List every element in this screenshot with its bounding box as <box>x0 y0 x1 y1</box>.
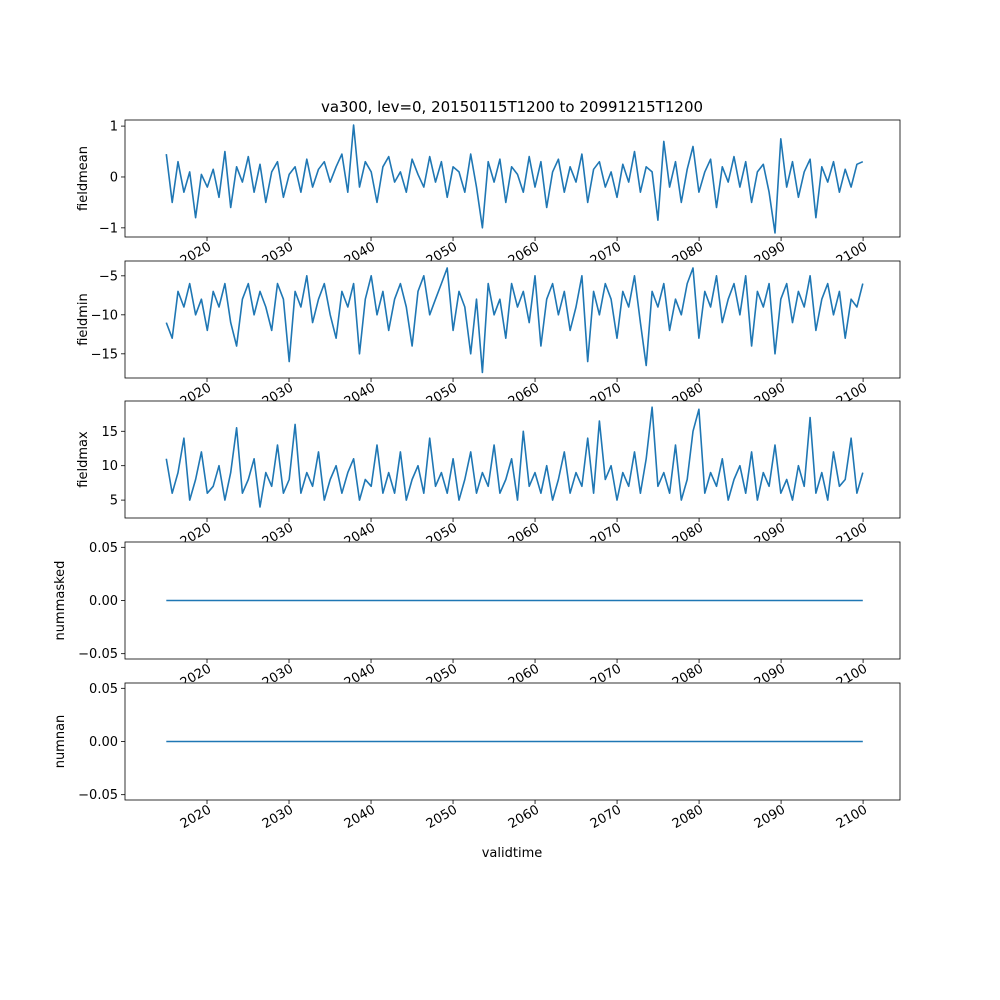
y-tick-label: 0.00 <box>89 735 118 750</box>
y-tick-label: 15 <box>101 425 118 440</box>
y-tick-label: 0.05 <box>89 541 118 556</box>
y-tick-label: 0.05 <box>89 682 118 697</box>
y-tick-label: 1 <box>110 120 118 135</box>
y-axis-label: nummasked <box>53 561 68 641</box>
y-tick-label: −15 <box>91 347 118 362</box>
y-tick-label: 0.00 <box>89 594 118 609</box>
y-tick-label: −1 <box>99 221 118 236</box>
series-line-fieldmax <box>165 406 864 508</box>
x-tick-label: 2070 <box>588 802 624 832</box>
y-axis-label: fieldmean <box>76 146 91 211</box>
subplot-numnan: 0.05 0.00 −0.05 numnan 2020 2030 2040 2050 2060 2… <box>53 682 901 832</box>
axes-background <box>125 261 900 378</box>
y-tick-label: −5 <box>99 269 118 284</box>
x-axis-label: validtime <box>482 846 543 861</box>
x-tick-label: 2090 <box>752 802 788 832</box>
x-tick-label: 2040 <box>342 802 378 832</box>
axes-frame <box>124 400 901 519</box>
series-line-fieldmin <box>165 267 864 374</box>
series-line-fieldmean <box>165 124 864 234</box>
x-tick-label: 2100 <box>834 802 870 832</box>
chart-title: va300, lev=0, 20150115T1200 to 20991215T… <box>321 98 703 116</box>
x-tick-label: 2050 <box>424 802 460 832</box>
x-tick-label: 2020 <box>178 802 214 832</box>
x-tick-label: 2030 <box>260 802 296 832</box>
axes-frame <box>124 260 901 379</box>
y-tick-label: −0.05 <box>78 647 118 662</box>
x-tick-label: 2060 <box>506 802 542 832</box>
y-tick-label: −10 <box>91 308 118 323</box>
y-axis-label: fieldmax <box>76 431 91 488</box>
y-axis-label: numnan <box>53 715 68 769</box>
axes-background <box>125 120 900 237</box>
x-tick-label: 2080 <box>670 802 706 832</box>
y-tick-label: −0.05 <box>78 788 118 803</box>
y-axis-label: fieldmin <box>76 293 91 346</box>
axes-frame <box>124 119 901 238</box>
y-tick-label: 10 <box>101 459 118 474</box>
y-tick-label: 0 <box>110 170 118 185</box>
y-tick-label: 5 <box>110 494 118 509</box>
